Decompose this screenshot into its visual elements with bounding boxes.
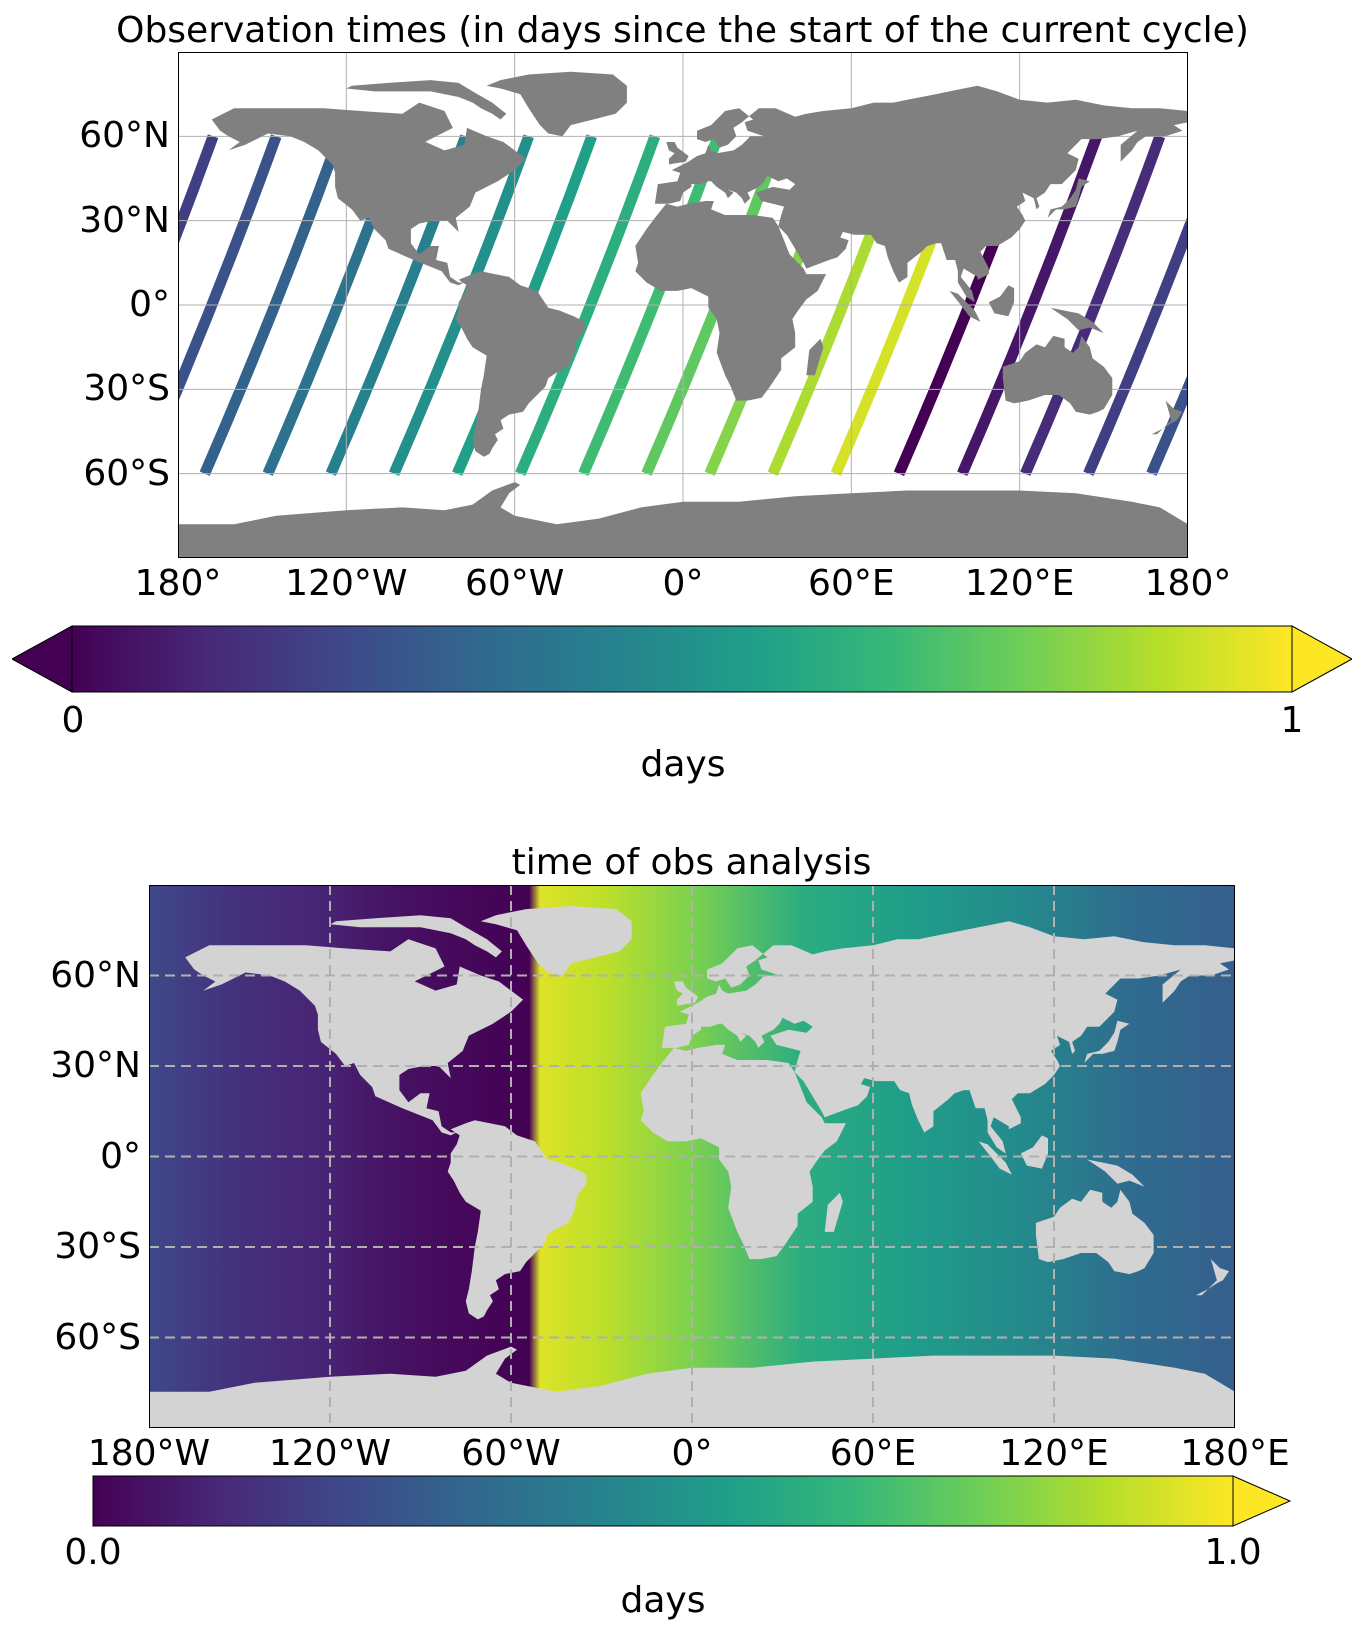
india-fill-landmass (873, 212, 936, 283)
top-map-frame (178, 52, 1188, 558)
bottom-x-tick-label: 120°E (999, 1433, 1109, 1474)
japan-landmass (1047, 178, 1090, 218)
bottom-colorbar-body (92, 1475, 1234, 1527)
top-y-tick-label: 60°N (79, 115, 170, 157)
south-america-landmass (455, 271, 585, 457)
bottom-colorbar-tick-max: 1.0 (1204, 1532, 1262, 1573)
india-fill-landmass (897, 1056, 964, 1133)
top-map (178, 52, 1188, 558)
bottom-colorbar-extend-max (1232, 1475, 1292, 1527)
satellite-track (178, 134, 219, 246)
australia-landmass (1002, 335, 1113, 415)
top-y-tick-label: 30°S (83, 368, 170, 410)
top-map-title: Observation times (in days since the sta… (116, 10, 1249, 51)
new-guinea-landmass (1050, 307, 1104, 334)
top-x-tick-label: 60°W (464, 563, 565, 604)
greenland-landmass (480, 906, 632, 976)
top-x-tick-label: 120°E (964, 563, 1075, 604)
australia-landmass (1035, 1189, 1154, 1275)
top-land-mask (178, 71, 1188, 558)
top-x-tick-label: 180° (1144, 563, 1232, 604)
new-zealand-landmass (1195, 1259, 1229, 1296)
bottom-y-tick-label: 60°S (54, 1316, 141, 1358)
new-guinea-landmass (1087, 1159, 1145, 1187)
top-colorbar-label: days (640, 744, 726, 785)
eurasia-landmass (654, 85, 1188, 303)
top-colorbar-tick-min: 0 (61, 700, 85, 741)
arabia-fill-landmass (778, 212, 849, 269)
sumatra-landmass (978, 1141, 1012, 1175)
bottom-map (149, 885, 1235, 1428)
canadian-arctic-landmass (330, 915, 502, 958)
top-x-tick-label: 0° (662, 563, 704, 604)
top-y-tick-label: 0° (129, 284, 170, 325)
madagascar-landmass (806, 338, 824, 376)
bottom-colorbar (92, 1475, 1292, 1527)
bottom-map-frame (149, 885, 1235, 1428)
antarctica-landmass (178, 482, 1188, 558)
north-america-landmass (211, 102, 526, 286)
top-y-tick-label: 60°S (83, 452, 170, 494)
bottom-x-tick-label: 60°W (461, 1433, 561, 1474)
top-colorbar-body (71, 625, 1293, 693)
top-colorbar-extend-min (12, 625, 73, 693)
bottom-map-title: time of obs analysis (511, 842, 872, 883)
borneo-landmass (1020, 1135, 1048, 1169)
top-colorbar (12, 625, 1352, 693)
bottom-x-tick-label: 120°W (268, 1433, 392, 1474)
new-zealand-landmass (1151, 400, 1183, 435)
top-x-tick-label: 60°E (808, 563, 895, 604)
uk-landmass (666, 142, 689, 165)
bottom-x-tick-label: 180°W (87, 1433, 211, 1474)
bottom-y-tick-label: 30°N (50, 1045, 141, 1086)
bottom-y-tick-label: 30°S (54, 1226, 141, 1267)
bottom-y-tick-label: 0° (100, 1135, 141, 1177)
north-america-landmass (185, 939, 524, 1136)
bottom-y-tick-label: 60°N (50, 954, 141, 996)
arabia-fill-landmass (794, 1056, 870, 1118)
bottom-gridlines (149, 885, 1235, 1428)
bottom-colorbar-tick-min: 0.0 (64, 1532, 122, 1573)
top-colorbar-tick-max: 1 (1280, 700, 1304, 741)
south-america-landmass (447, 1120, 587, 1320)
greenland-landmass (486, 71, 627, 137)
japan-landmass (1084, 1020, 1130, 1063)
bottom-colorbar-label: days (620, 1580, 706, 1621)
sumatra-landmass (949, 290, 981, 322)
top-x-tick-label: 180° (134, 563, 222, 604)
eurasia-landmass (661, 921, 1235, 1154)
bottom-x-tick-label: 60°E (829, 1433, 917, 1474)
bottom-x-tick-label: 180°E (1180, 1433, 1290, 1474)
satellite-track (1146, 373, 1188, 476)
top-y-tick-label: 30°N (79, 199, 170, 241)
top-colorbar-extend-max (1291, 625, 1352, 693)
madagascar-landmass (824, 1192, 843, 1232)
canadian-arctic-landmass (346, 80, 507, 120)
africa-landmass (635, 201, 827, 401)
borneo-landmass (988, 285, 1015, 317)
bottom-x-tick-label: 0° (671, 1433, 713, 1474)
top-x-tick-label: 120°W (285, 563, 408, 604)
